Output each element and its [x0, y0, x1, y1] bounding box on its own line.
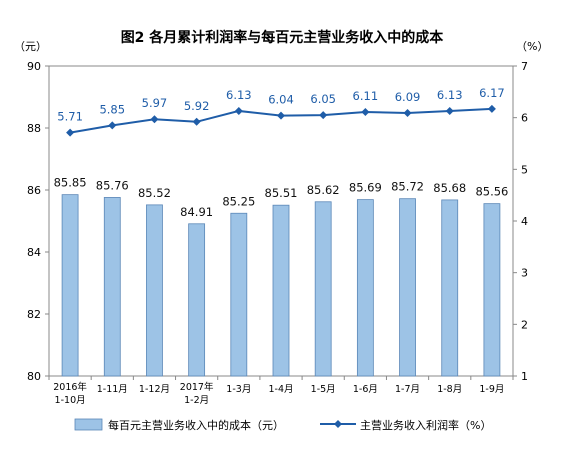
- bar-data-label: 85.52: [138, 186, 171, 200]
- bar: [103, 197, 121, 377]
- bar: [441, 199, 459, 377]
- bar-data-label: 85.69: [349, 181, 382, 195]
- line-point: [277, 111, 285, 120]
- bar-data-label: 85.25: [222, 194, 255, 208]
- x-axis-tick-label: 2016年: [53, 381, 87, 393]
- bar: [146, 204, 163, 377]
- line-point: [319, 111, 328, 120]
- line-data-label: 6.09: [395, 90, 421, 104]
- x-axis-tick-label: 2017年: [180, 381, 214, 393]
- bar: [188, 223, 206, 377]
- legend-line-marker: [334, 420, 342, 428]
- left-axis-tick-label: 90: [27, 60, 41, 73]
- x-axis-tick-label: 1-7月: [395, 384, 420, 395]
- bar-data-label: 85.68: [433, 181, 466, 195]
- line-point: [192, 117, 201, 126]
- right-axis-tick-label: 7: [521, 60, 528, 73]
- line-point: [487, 104, 496, 113]
- chart-title: 图2 各月累计利润率与每百元主营业务收入中的成本: [121, 29, 445, 46]
- left-axis-tick-label: 86: [27, 184, 41, 197]
- left-axis-tick-label: 88: [27, 122, 41, 135]
- bar-data-label: 85.72: [391, 180, 424, 194]
- right-axis-tick-label: 3: [521, 267, 528, 280]
- bar-data-label: 85.85: [54, 176, 87, 190]
- bar: [272, 204, 290, 377]
- left-axis: 80 82 84 86 88 90: [27, 60, 49, 383]
- x-axis-tick-label: 1-2月: [184, 395, 209, 406]
- legend-line-label: 主营业务收入利润率（%）: [360, 418, 491, 432]
- line-point: [234, 106, 243, 115]
- x-axis-tick-label: 1-12月: [139, 384, 170, 395]
- line-data-label: 6.05: [310, 92, 336, 106]
- x-axis-tick-label: 1-4月: [268, 384, 293, 395]
- bar: [314, 201, 332, 377]
- line-data-label: 6.17: [479, 86, 505, 100]
- bar-data-label: 85.76: [96, 178, 129, 192]
- x-axis-tick-label: 1-6月: [353, 384, 378, 395]
- right-axis-tick-label: 2: [521, 318, 528, 331]
- left-axis-tick-label: 84: [27, 246, 41, 259]
- line-point: [361, 107, 370, 116]
- line-data-label: 6.13: [226, 88, 252, 102]
- line-point: [445, 106, 454, 115]
- line-point: [66, 128, 75, 137]
- bar: [356, 199, 374, 377]
- left-axis-unit: （元）: [14, 40, 47, 53]
- right-axis-unit: （%）: [516, 40, 548, 53]
- line-point: [403, 109, 412, 118]
- bar-series: 85.85 85.76 85.52 84.91 85.25 85.51 85.62 85.69…: [54, 176, 508, 377]
- bar: [483, 203, 501, 377]
- line-point: [108, 121, 117, 130]
- left-axis-tick-label: 82: [27, 308, 41, 321]
- bar: [61, 194, 79, 377]
- x-axis-tick-label: 1-10月: [55, 395, 86, 406]
- line-data-label: 6.13: [437, 88, 463, 102]
- right-axis: 1 2 3 4 5 6 7: [513, 60, 528, 383]
- right-axis-tick-label: 1: [521, 370, 528, 383]
- bar-data-label: 85.51: [265, 186, 298, 200]
- line-series: 5.71 5.85 5.97 5.92 6.13 6.04 6.05 6.11 6.09 6.13…: [57, 86, 505, 137]
- right-axis-tick-label: 5: [521, 163, 528, 176]
- bar-data-label: 84.91: [180, 205, 213, 219]
- right-axis-tick-label: 6: [521, 112, 528, 125]
- x-axis-tick-label: 1-9月: [479, 384, 504, 395]
- bar: [399, 198, 416, 377]
- line-data-label: 5.97: [142, 96, 168, 110]
- legend-bar-swatch: [74, 418, 103, 431]
- legend: 每百元主营业务收入中的成本（元） 主营业务收入利润率（%）: [74, 418, 491, 432]
- line-data-label: 6.11: [353, 89, 379, 103]
- left-axis-tick-label: 80: [27, 370, 41, 383]
- line-data-label: 6.04: [268, 93, 294, 107]
- x-axis: 2016年 1-10月 1-11月 1-12月 2017年 1-2月 1-3月 1-4月 1-5…: [48, 376, 514, 406]
- bar-data-label: 85.56: [475, 185, 508, 199]
- bar-data-label: 85.62: [307, 183, 340, 197]
- x-axis-tick-label: 1-3月: [226, 384, 251, 395]
- line-data-label: 5.85: [99, 102, 125, 116]
- line-data-label: 5.71: [57, 110, 83, 124]
- legend-bar-label: 每百元主营业务收入中的成本（元）: [108, 418, 284, 432]
- line-data-label: 5.92: [184, 99, 210, 113]
- x-axis-tick-label: 1-8月: [437, 384, 462, 395]
- x-axis-tick-label: 1-5月: [311, 384, 336, 395]
- bar: [230, 212, 248, 377]
- x-axis-tick-label: 1-11月: [97, 384, 128, 395]
- right-axis-tick-label: 4: [521, 215, 528, 228]
- line-point: [150, 115, 159, 124]
